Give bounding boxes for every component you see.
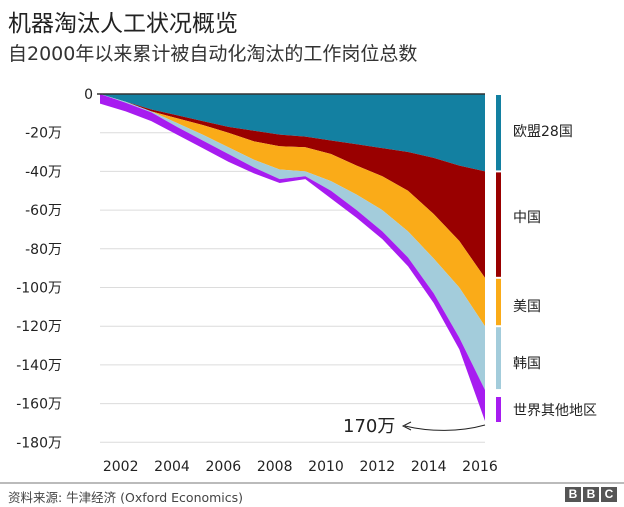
x-tick-label: 2012 xyxy=(360,459,396,475)
bbc-logo-letter: B xyxy=(565,487,581,502)
y-tick-label: -20万 xyxy=(25,126,62,142)
x-tick-label: 2004 xyxy=(154,459,190,475)
x-tick-label: 2014 xyxy=(411,459,447,475)
x-tick-label: 2010 xyxy=(308,459,344,475)
area-欧盟28国 xyxy=(100,94,485,172)
area-世界其他地区 xyxy=(100,94,485,422)
chart-title: 机器淘汰人工状况概览 xyxy=(8,11,238,37)
legend-label: 世界其他地区 xyxy=(513,403,597,419)
stacked-area-chart: 0 -20万 -40万 -60万 -80万 -100万 -120万 -140万 -160万 -18… xyxy=(16,87,597,475)
annotation-arrow xyxy=(404,424,486,431)
legend-label: 美国 xyxy=(513,299,541,315)
x-tick-label: 2006 xyxy=(206,459,242,475)
footer-divider xyxy=(0,482,624,484)
y-tick-label: -180万 xyxy=(16,435,62,451)
y-tick-label: -140万 xyxy=(16,358,62,374)
bbc-logo-letter: B xyxy=(583,487,599,502)
source-note: 资料来源: 牛津经济 (Oxford Economics) xyxy=(8,490,244,505)
y-tick-label: -80万 xyxy=(25,242,62,258)
legend-label: 中国 xyxy=(513,210,541,226)
area-韩国 xyxy=(100,94,485,391)
area-美国 xyxy=(100,94,485,327)
legend-swatch xyxy=(496,327,501,390)
legend-swatch xyxy=(496,172,501,277)
legend-label: 欧盟28国 xyxy=(513,124,573,140)
legend-swatch xyxy=(496,95,501,171)
y-tick-label: -120万 xyxy=(16,319,62,335)
y-tick-label: -100万 xyxy=(16,281,62,297)
area-中国 xyxy=(100,94,485,278)
y-tick-label: -160万 xyxy=(16,397,62,413)
x-tick-label: 2002 xyxy=(103,459,139,475)
y-tick-label: 0 xyxy=(84,87,93,103)
legend-label: 韩国 xyxy=(513,356,541,372)
x-tick-label: 2008 xyxy=(257,459,293,475)
legend-swatch xyxy=(496,397,501,422)
y-tick-label: -40万 xyxy=(25,164,62,180)
bbc-logo: B B C xyxy=(565,487,617,502)
bbc-logo-letter: C xyxy=(601,487,617,502)
legend-swatch xyxy=(496,278,501,326)
total-annotation: 170万 xyxy=(343,416,395,437)
y-tick-label: -60万 xyxy=(25,203,62,219)
arrowhead-icon xyxy=(401,421,412,431)
x-tick-label: 2016 xyxy=(462,459,498,475)
chart-subtitle: 自2000年以来累计被自动化淘汰的工作岗位总数 xyxy=(8,43,418,65)
